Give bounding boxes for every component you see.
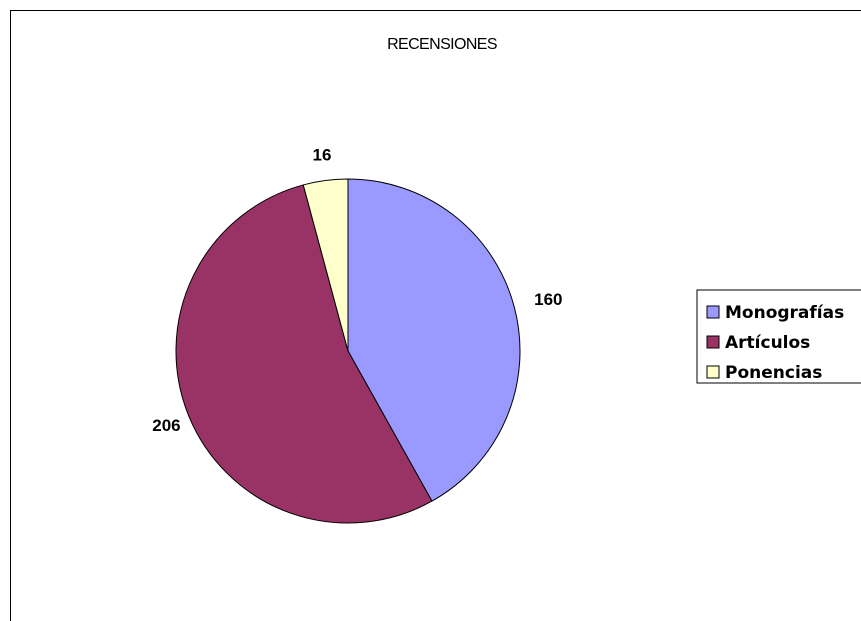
data-labels: 160 206 16 — [152, 146, 562, 435]
legend-swatch-monografias — [706, 305, 720, 319]
data-label-articulos: 206 — [152, 416, 180, 435]
legend-label-ponencias: Ponencias — [725, 363, 822, 383]
pie-slice-ponencias — [302, 178, 349, 352]
legend-swatch-articulos — [706, 335, 720, 349]
legend-swatch-ponencias — [706, 365, 720, 379]
legend-box — [696, 289, 861, 384]
pie-slices — [175, 178, 521, 524]
pie-slice-articulos — [175, 184, 433, 524]
pie-slice-monografias — [347, 178, 521, 502]
legend: Monografías Artículos Ponencias — [696, 289, 861, 384]
data-label-ponencias: 16 — [313, 146, 332, 165]
data-label-monografias: 160 — [534, 290, 562, 309]
legend-label-monografias: Monografías — [725, 303, 844, 323]
chart-title: RECENSIONES — [387, 36, 497, 53]
legend-label-articulos: Artículos — [725, 333, 810, 353]
